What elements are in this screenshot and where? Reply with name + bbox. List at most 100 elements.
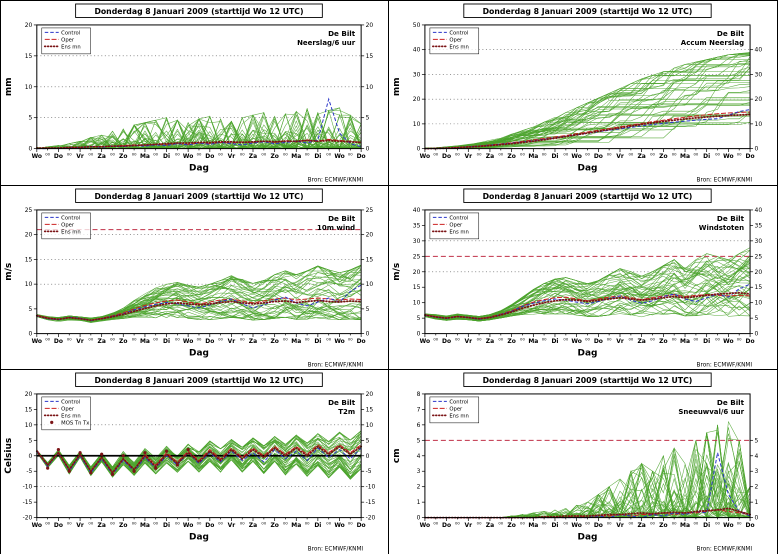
x-tick-label: Do [54,522,63,529]
mos-point [164,449,169,453]
x-minor-label: 00 [305,521,310,526]
x-minor-label: 00 [607,152,612,157]
x-tick-label: Ma [140,522,150,529]
panel-title-box [463,188,712,203]
x-tick-label: Do [357,338,366,345]
y-tick-label: 30 [413,71,421,78]
mos-point [154,466,158,470]
legend-label-oper: Oper [449,37,463,43]
x-tick-label: Wo [32,153,42,160]
source-label: Bron: ECMWF/KNMI [697,547,753,553]
x-tick-label: Zo [659,153,667,160]
x-minor-label: 00 [88,521,93,526]
x-minor-label: 00 [455,152,460,157]
y-tick-label: 1 [755,499,759,506]
x-minor-label: 00 [477,336,482,341]
x-minor-label: 00 [88,152,93,157]
y-tick-label: 5 [366,437,370,444]
x-tick-label: Zo [270,153,278,160]
y-tick-label: 10 [366,422,374,429]
x-minor-label: 00 [563,152,568,157]
x-tick-label: Zo [119,522,127,529]
x-minor-label: 00 [305,336,310,341]
x-minor-label: 00 [326,336,331,341]
x-tick-label: Za [637,153,645,160]
x-tick-label: Vr [228,522,236,529]
y-tick-label: 5 [417,315,421,322]
y-tick-label: 15 [366,256,374,263]
x-tick-label: Di [551,522,558,529]
legend-label-ens_mean: Ens mn [61,44,81,50]
x-minor-label: 00 [305,152,310,157]
ensemble-member-line [424,67,751,149]
x-minor-label: 00 [650,336,655,341]
y-tick-label: 30 [755,71,763,78]
x-tick-label: Za [637,338,645,345]
x-tick-label: Ma [140,153,150,160]
legend-label-oper: Oper [61,37,75,43]
x-tick-label: Wo [183,153,193,160]
legend-label-ens_mean: Ens mn [449,229,469,235]
legend-label-ens_mean: Ens mn [449,44,469,50]
x-minor-label: 00 [132,336,137,341]
ensemble-member-line [36,278,362,319]
station-label: De Bilt [717,398,745,407]
x-minor-label: 00 [650,521,655,526]
x-axis-label: Dag [578,164,598,174]
x-axis-label: Dag [189,164,209,174]
x-minor-label: 00 [650,152,655,157]
y-tick-label: 20 [366,391,374,398]
panel-t2m: Wo Do Vr Za Zo Ma Di Wo Do Vr Za Zo Ma Di Wo Do 00 00 00 00… [1,370,389,554]
x-tick-label: Ma [291,153,301,160]
x-tick-label: Ma [680,522,690,529]
panel-title-box [75,372,323,387]
ens-mean-line [35,299,363,321]
x-minor-label: 00 [520,521,525,526]
x-minor-label: 00 [694,336,699,341]
x-tick-label: Di [163,153,170,160]
y-tick-label: 15 [25,406,33,413]
y-tick-label: -10 [366,484,376,491]
x-minor-label: 00 [348,336,353,341]
legend-label-mos: MOS Tn Tx [61,420,89,426]
mos-point [186,448,190,452]
x-tick-label: Za [486,522,494,529]
x-tick-label: Di [703,522,710,529]
panel-neerslag-6-uur: Wo Do Vr Za Zo Ma Di Wo Do Vr Za Zo Ma Di Wo Do 00 00 00 00… [1,1,389,186]
y-tick-label: 20 [25,231,33,238]
legend-label-control: Control [61,399,80,405]
x-tick-label: Do [357,522,366,529]
legend-box [429,396,480,424]
mos-point [110,472,115,476]
y-axis-label: mm [392,77,402,96]
panel-sneeuwval-6-uur: Wo Do Vr Za Zo Ma Di Wo Do Vr Za Zo Ma Di Wo Do 00 00 00 00… [389,370,777,554]
x-minor-label: 00 [737,152,742,157]
x-minor-label: 00 [67,336,72,341]
x-tick-label: Wo [571,522,581,529]
station-label: De Bilt [328,29,356,38]
x-tick-label: Wo [723,153,733,160]
y-tick-label: -10 [23,484,33,491]
ensemble-member-line [424,103,751,149]
panel-title-box [463,372,712,387]
y-tick-label: 30 [755,237,763,244]
x-tick-label: Za [98,338,106,345]
y-tick-label: 25 [366,206,374,213]
y-axis-label: m/s [392,262,402,280]
x-tick-label: Do [205,522,214,529]
x-minor-label: 00 [326,152,331,157]
legend-label-control: Control [449,30,468,36]
x-minor-label: 00 [498,152,503,157]
y-tick-label: 15 [366,53,374,60]
x-tick-label: Vr [76,153,84,160]
x-tick-label: Do [54,338,63,345]
y-tick-label: 6 [417,422,421,429]
x-tick-label: Za [249,522,257,529]
x-tick-label: Wo [723,338,733,345]
y-axis-label: cm [392,448,402,463]
y-tick-label: 30 [413,237,421,244]
x-tick-label: Do [594,338,603,345]
x-minor-label: 00 [261,152,266,157]
x-minor-label: 00 [585,336,590,341]
